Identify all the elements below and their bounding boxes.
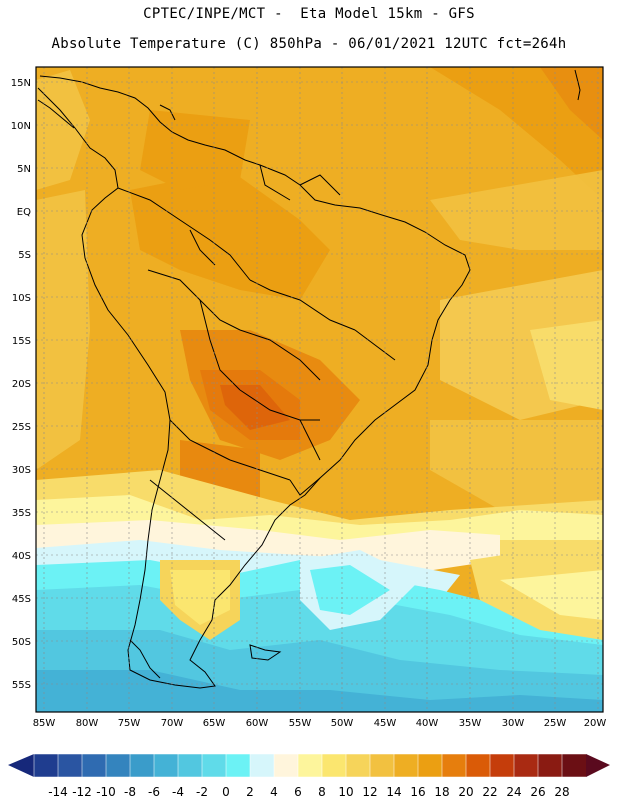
lat-label: 55S xyxy=(12,680,31,691)
colorbar-label: -4 xyxy=(172,785,184,799)
lat-label: 15N xyxy=(11,78,31,89)
lon-label: 30W xyxy=(502,718,525,729)
colorbar-cell xyxy=(249,753,275,778)
colorbar-label: 2 xyxy=(246,785,254,799)
lat-label: 35S xyxy=(12,508,31,519)
colorbar-cell xyxy=(321,753,347,778)
colorbar-label: 18 xyxy=(434,785,449,799)
colorbar-cells xyxy=(33,753,587,778)
map-title-line1: CPTEC/INPE/MCT - Eta Model 15km - GFS xyxy=(143,6,475,22)
colorbar-label: 4 xyxy=(270,785,278,799)
colorbar-cell xyxy=(393,753,419,778)
colorbar-label: -14 xyxy=(48,785,68,799)
colorbar-label: -10 xyxy=(96,785,116,799)
lat-label: 10N xyxy=(11,121,31,132)
lat-label: 45S xyxy=(12,594,31,605)
colorbar-label: 12 xyxy=(362,785,377,799)
lat-label: 20S xyxy=(12,379,31,390)
colorbar-label: 20 xyxy=(458,785,473,799)
lon-label: 35W xyxy=(459,718,482,729)
lat-label: 10S xyxy=(12,293,31,304)
colorbar-arrow-left xyxy=(8,754,34,777)
lon-label: 65W xyxy=(203,718,226,729)
colorbar-label: 24 xyxy=(506,785,521,799)
colorbar-labels: -14 -12 -10 -8 -6 -4 -2 0 2 4 6 8 10 12 14 16 18 20 22 24 26… xyxy=(48,785,569,799)
lon-label: 80W xyxy=(76,718,99,729)
lat-label: EQ xyxy=(17,207,31,218)
coastline-borders xyxy=(37,69,581,689)
lon-label: 55W xyxy=(289,718,312,729)
colorbar-label: 14 xyxy=(386,785,401,799)
colorbar-cell xyxy=(177,753,203,778)
colorbar-cell xyxy=(105,753,131,778)
colorbar-label: 28 xyxy=(554,785,569,799)
lat-label: 5N xyxy=(17,164,31,175)
colorbar-cell xyxy=(57,753,83,778)
lat-label: 5S xyxy=(18,250,31,261)
lon-label: 50W xyxy=(331,718,354,729)
lon-label: 75W xyxy=(118,718,141,729)
temperature-field xyxy=(36,67,603,712)
map-title-line2: Absolute Temperature (C) 850hPa - 06/01/… xyxy=(51,36,567,52)
lon-label: 20W xyxy=(584,718,607,729)
lat-label: 15S xyxy=(12,336,31,347)
lat-label: 50S xyxy=(12,637,31,648)
colorbar-label: 26 xyxy=(530,785,545,799)
colorbar-cell xyxy=(537,753,563,778)
colorbar-cell xyxy=(201,753,227,778)
colorbar-label: -12 xyxy=(72,785,92,799)
colorbar-label: -8 xyxy=(124,785,136,799)
colorbar-cell xyxy=(465,753,491,778)
latitude-labels: 15N 10N 5N EQ 5S 10S 15S 20S 25S 30S 35S… xyxy=(11,78,31,691)
lon-label: 70W xyxy=(161,718,184,729)
lon-label: 85W xyxy=(33,718,56,729)
colorbar-label: 6 xyxy=(294,785,302,799)
colorbar-cell xyxy=(33,753,59,778)
colorbar-cell xyxy=(153,753,179,778)
colorbar-cell xyxy=(129,753,155,778)
colorbar-cell xyxy=(225,753,251,778)
colorbar-cell xyxy=(297,753,323,778)
colorbar-cell xyxy=(489,753,515,778)
colorbar-label: 16 xyxy=(410,785,425,799)
lon-label: 45W xyxy=(374,718,397,729)
colorbar-cell xyxy=(513,753,539,778)
colorbar-label: -2 xyxy=(196,785,208,799)
colorbar-cell xyxy=(561,753,587,778)
lat-label: 25S xyxy=(12,422,31,433)
lat-label: 40S xyxy=(12,551,31,562)
colorbar-label: 0 xyxy=(222,785,230,799)
colorbar-label: 8 xyxy=(318,785,326,799)
colorbar-label: -6 xyxy=(148,785,160,799)
map-frame xyxy=(35,66,604,713)
colorbar-cell xyxy=(345,753,371,778)
colorbar: -14 -12 -10 -8 -6 -4 -2 0 2 4 6 8 10 12 14 16 18 20 22 24 26… xyxy=(8,753,610,799)
lon-label: 40W xyxy=(416,718,439,729)
lat-label: 30S xyxy=(12,465,31,476)
longitude-labels: 85W 80W 75W 70W 65W 60W 55W 50W 45W 40W … xyxy=(33,718,607,729)
lon-label: 60W xyxy=(246,718,269,729)
colorbar-cell xyxy=(369,753,395,778)
colorbar-label: 22 xyxy=(482,785,497,799)
colorbar-label: 10 xyxy=(338,785,353,799)
lon-label: 25W xyxy=(544,718,567,729)
colorbar-cell xyxy=(417,753,443,778)
colorbar-arrow-right xyxy=(586,754,610,777)
colorbar-cell xyxy=(273,753,299,778)
colorbar-cell xyxy=(441,753,467,778)
colorbar-cell xyxy=(81,753,107,778)
